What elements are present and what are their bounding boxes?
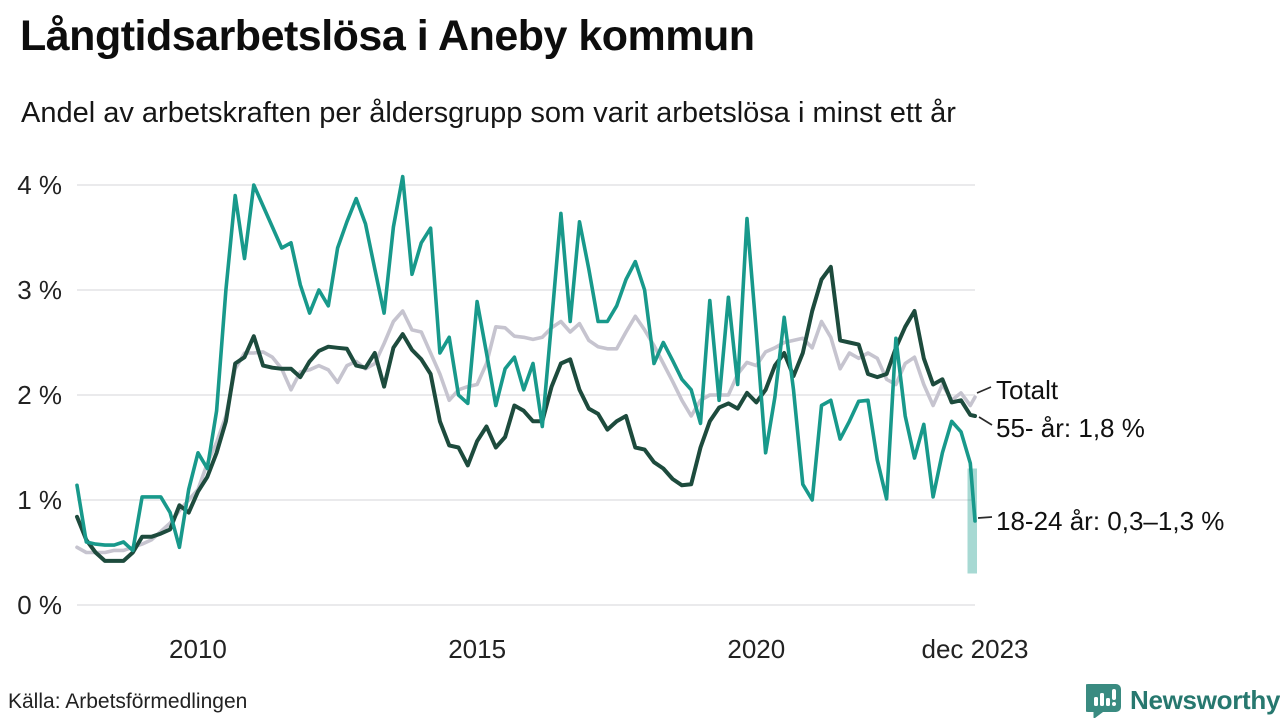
series-label-totalt: Totalt [996,375,1059,405]
x-tick-label: dec 2023 [921,634,1029,664]
page-subtitle: Andel av arbetskraften per åldersgrupp s… [21,97,956,129]
connector-totalt [976,386,992,394]
x-tick-label: 2020 [727,634,786,664]
series-line-18-24-r [75,174,977,553]
page-title: Långtidsarbetslösa i Aneby kommun [20,12,755,60]
series-label-55: 55- år: 1,8 % [996,413,1145,443]
newsworthy-icon [1086,684,1121,718]
brand-name: Newsworthy [1130,684,1280,715]
source-note: Källa: Arbetsförmedlingen [8,690,248,713]
final-range-band [967,468,977,574]
y-tick-label: 4 % [17,170,62,200]
y-tick-label: 1 % [17,485,62,515]
y-tick-label: 3 % [17,275,62,305]
y-tick-label: 0 % [17,590,62,620]
x-tick-label: 2010 [169,634,227,664]
x-tick-label: 2015 [448,634,507,664]
brand-logo: Newsworthy [1086,682,1280,718]
connector-55 [978,416,993,426]
series-line-55-r [75,264,977,563]
y-tick-label: 2 % [17,380,62,410]
series-label-18-24: 18-24 år: 0,3–1,3 % [996,506,1225,536]
connector-18-24 [977,516,993,519]
